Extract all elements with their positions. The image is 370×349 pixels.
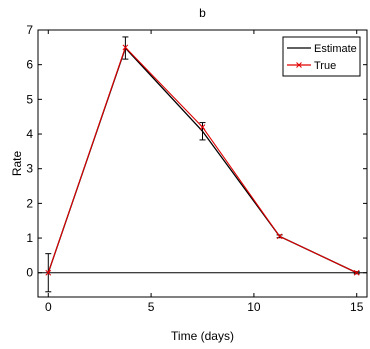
ticks: 0 5 10 15 0 1 2 3 4 5 6 7 — [26, 23, 367, 314]
data-point-true — [45, 269, 52, 276]
marker-stroke — [276, 233, 283, 240]
legend-entry-true: True — [287, 60, 336, 72]
legend-marker — [296, 62, 302, 68]
y-tick-label: 0 — [26, 266, 33, 280]
legend-label: True — [314, 60, 336, 72]
legend: Estimate True — [282, 36, 361, 77]
x-tick-label: 0 — [45, 300, 52, 314]
y-tick-label: 5 — [26, 92, 33, 106]
data-point-true — [199, 124, 206, 130]
marker-stroke — [199, 124, 206, 130]
marker-stroke — [353, 269, 360, 276]
y-tick-label: 7 — [26, 23, 33, 37]
y-tick-label: 1 — [26, 231, 33, 245]
series-layer — [38, 36, 367, 293]
marker-stroke — [122, 44, 129, 51]
y-axis-label: Rate — [10, 151, 24, 177]
y-tick-label: 3 — [26, 162, 33, 176]
error-bar — [199, 122, 206, 141]
data-point-true — [276, 233, 283, 240]
y-tick-label: 4 — [26, 127, 33, 141]
data-point-true — [122, 44, 129, 51]
x-tick-label: 10 — [247, 300, 261, 314]
legend-box — [282, 36, 361, 77]
x-tick-label: 5 — [148, 300, 155, 314]
legend-entry-estimate: Estimate — [287, 43, 357, 55]
data-point-true — [353, 269, 360, 276]
plot-area: 0 5 10 15 0 1 2 3 4 5 6 7 Estimate True — [26, 23, 368, 314]
y-tick-label: 6 — [26, 58, 33, 72]
legend-label: Estimate — [314, 43, 357, 55]
x-tick-label: 15 — [350, 300, 364, 314]
marker-stroke — [45, 269, 52, 276]
y-tick-label: 2 — [26, 196, 33, 210]
chart-title: b — [199, 6, 206, 20]
x-axis-label: Time (days) — [171, 329, 234, 343]
